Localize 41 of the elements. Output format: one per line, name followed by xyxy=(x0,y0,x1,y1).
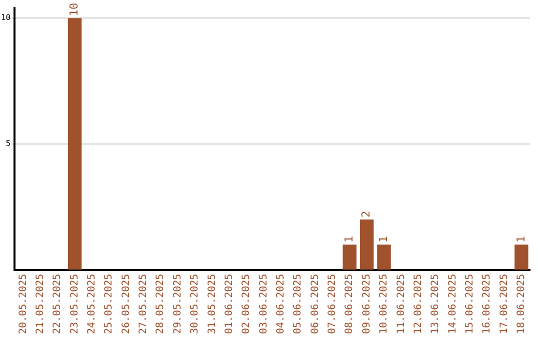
x-tick-label: 09.06.2025 xyxy=(361,274,372,334)
x-tick-label: 13.06.2025 xyxy=(430,274,442,334)
x-tick-label: 10.06.2025 xyxy=(378,274,390,334)
data-label: 2 xyxy=(360,210,373,218)
bar xyxy=(360,219,374,270)
data-label: 10 xyxy=(68,2,81,16)
data-label: 1 xyxy=(376,236,390,243)
x-tick-label: 31.05.2025 xyxy=(206,274,218,334)
x-tick-label: 01.06.2025 xyxy=(224,274,235,334)
x-tick-label: 05.06.2025 xyxy=(292,274,304,334)
x-tick-label: 12.06.2025 xyxy=(412,274,424,334)
x-tick-label: 17.06.2025 xyxy=(498,274,510,334)
x-tick-label: 29.05.2025 xyxy=(172,274,184,334)
data-label: 1 xyxy=(342,236,356,243)
x-tick-label: 21.05.2025 xyxy=(34,274,46,334)
bar xyxy=(68,18,82,270)
x-tick-label: 22.05.2025 xyxy=(52,274,64,334)
x-tick-label: 03.06.2025 xyxy=(258,274,270,334)
bar xyxy=(342,244,356,270)
x-tick-label: 08.06.2025 xyxy=(344,274,356,334)
x-tick-label: 26.05.2025 xyxy=(120,274,132,334)
x-tick-label: 24.05.2025 xyxy=(86,274,98,334)
bar xyxy=(377,244,391,270)
x-tick-label: 23.05.2025 xyxy=(69,274,80,334)
bar xyxy=(514,244,528,270)
data-label: 1 xyxy=(514,236,528,243)
x-tick-label: 15.06.2025 xyxy=(464,274,476,334)
x-tick-label: 11.06.2025 xyxy=(396,274,407,334)
x-tick-label: 02.06.2025 xyxy=(241,274,252,334)
x-tick-label: 27.05.2025 xyxy=(138,274,150,334)
x-tick-label: 14.06.2025 xyxy=(447,274,458,334)
x-tick-label: 07.06.2025 xyxy=(327,274,338,334)
y-tick-label: 5 xyxy=(6,139,11,148)
x-tick-label: 25.05.2025 xyxy=(104,274,115,334)
x-tick-label: 16.06.2025 xyxy=(482,274,493,334)
x-tick-label: 30.05.2025 xyxy=(190,274,201,334)
x-tick-label: 06.06.2025 xyxy=(310,274,321,334)
x-tick-label: 28.05.2025 xyxy=(155,274,166,334)
x-tick-label: 04.06.2025 xyxy=(276,274,286,334)
x-tick-label: 18.06.2025 xyxy=(516,274,528,334)
x-tick-label: 20.05.2025 xyxy=(18,274,29,334)
